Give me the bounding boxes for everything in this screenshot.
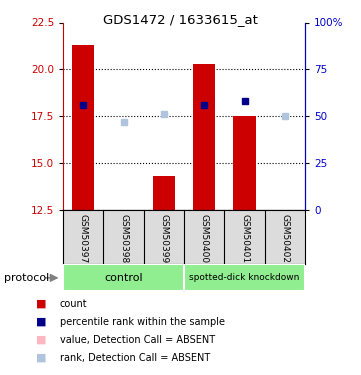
Text: GSM50398: GSM50398 — [119, 214, 128, 264]
Text: GSM50402: GSM50402 — [280, 214, 290, 263]
Text: GSM50400: GSM50400 — [200, 214, 209, 264]
Bar — [72, 45, 95, 210]
Text: ■: ■ — [36, 353, 47, 363]
Bar — [193, 64, 216, 210]
Text: value, Detection Call = ABSENT: value, Detection Call = ABSENT — [60, 335, 215, 345]
Text: ■: ■ — [36, 317, 47, 327]
Text: ■: ■ — [36, 335, 47, 345]
Text: percentile rank within the sample: percentile rank within the sample — [60, 317, 225, 327]
Bar — [184, 264, 305, 291]
Text: GSM50401: GSM50401 — [240, 214, 249, 264]
Text: GSM50399: GSM50399 — [160, 214, 169, 264]
Text: GSM50397: GSM50397 — [79, 214, 88, 264]
Text: count: count — [60, 299, 87, 309]
Bar — [153, 176, 175, 210]
Text: protocol: protocol — [4, 273, 49, 283]
Text: spotted-dick knockdown: spotted-dick knockdown — [190, 273, 300, 282]
Text: rank, Detection Call = ABSENT: rank, Detection Call = ABSENT — [60, 353, 210, 363]
Text: GDS1472 / 1633615_at: GDS1472 / 1633615_at — [103, 13, 258, 26]
Text: ■: ■ — [36, 299, 47, 309]
Bar — [63, 264, 184, 291]
Bar — [234, 116, 256, 210]
Text: control: control — [104, 273, 143, 283]
